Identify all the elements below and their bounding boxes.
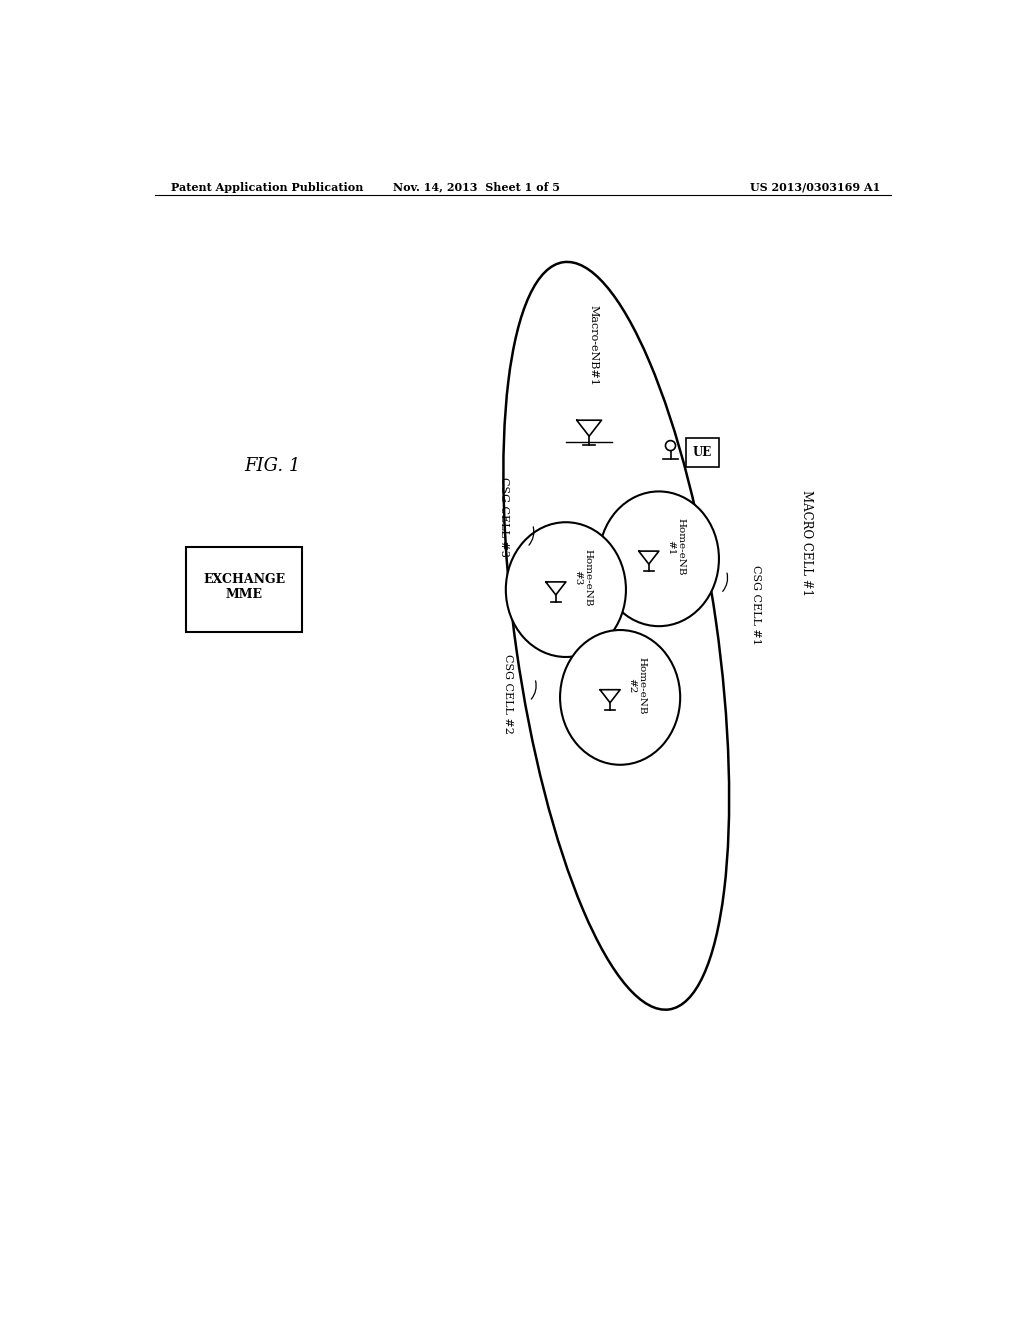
Text: UE: UE — [692, 446, 712, 459]
Text: Patent Application Publication: Patent Application Publication — [171, 182, 362, 193]
Ellipse shape — [599, 491, 719, 626]
Text: Macro-eNB#1: Macro-eNB#1 — [588, 305, 598, 385]
Text: CSG CELL #3: CSG CELL #3 — [499, 477, 509, 557]
Text: FIG. 1: FIG. 1 — [245, 458, 301, 475]
Text: CSG CELL #2: CSG CELL #2 — [503, 653, 513, 734]
Ellipse shape — [504, 261, 729, 1010]
FancyBboxPatch shape — [186, 548, 302, 632]
Ellipse shape — [560, 630, 680, 764]
Text: MACRO CELL #1: MACRO CELL #1 — [800, 491, 813, 597]
FancyBboxPatch shape — [686, 438, 719, 467]
Text: Home-eNB
#1: Home-eNB #1 — [666, 519, 685, 576]
Text: Home-eNB
#2: Home-eNB #2 — [627, 657, 646, 714]
Text: US 2013/0303169 A1: US 2013/0303169 A1 — [750, 182, 880, 193]
Text: Nov. 14, 2013  Sheet 1 of 5: Nov. 14, 2013 Sheet 1 of 5 — [393, 182, 560, 193]
Ellipse shape — [506, 523, 626, 657]
Text: EXCHANGE
MME: EXCHANGE MME — [203, 573, 286, 602]
Text: Home-eNB
#3: Home-eNB #3 — [572, 549, 592, 607]
Text: CSG CELL #1: CSG CELL #1 — [751, 565, 761, 645]
